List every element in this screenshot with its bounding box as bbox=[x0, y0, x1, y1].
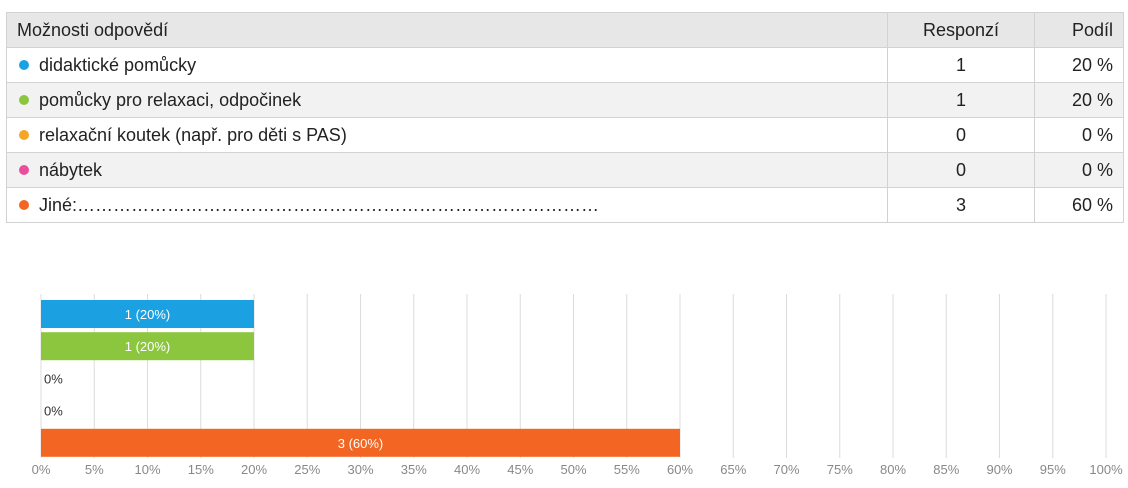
bar-data-label: 0% bbox=[44, 371, 63, 386]
x-tick-label: 30% bbox=[347, 462, 373, 477]
share-cell: 60 % bbox=[1033, 187, 1125, 223]
responses-table: Možnosti odpovědí Responzí Podíl didakti… bbox=[5, 12, 1125, 223]
x-tick-label: 50% bbox=[560, 462, 586, 477]
responses-cell: 1 bbox=[887, 82, 1035, 118]
series-dot-icon bbox=[19, 60, 29, 71]
series-dot-icon bbox=[19, 165, 29, 176]
x-tick-label: 35% bbox=[401, 462, 427, 477]
option-cell: relaxační koutek (např. pro děti s PAS) bbox=[5, 117, 889, 153]
option-cell: didaktické pomůcky bbox=[5, 47, 889, 83]
x-tick-label: 90% bbox=[986, 462, 1012, 477]
table-row: pomůcky pro relaxaci, odpočinek 1 20 % bbox=[5, 82, 1125, 118]
share-cell: 20 % bbox=[1033, 82, 1125, 118]
x-tick-label: 5% bbox=[85, 462, 104, 477]
series-dot-icon bbox=[19, 95, 29, 106]
x-tick-label: 10% bbox=[134, 462, 160, 477]
option-label: relaxační koutek (např. pro děti s PAS) bbox=[39, 124, 347, 145]
option-label: nábytek bbox=[39, 159, 103, 180]
x-tick-label: 20% bbox=[241, 462, 267, 477]
share-cell: 0 % bbox=[1033, 152, 1125, 188]
bar bbox=[41, 332, 254, 361]
option-cell: Jiné:…………………………………………………………………………… bbox=[5, 187, 889, 223]
x-tick-label: 65% bbox=[720, 462, 746, 477]
share-cell: 0 % bbox=[1033, 117, 1125, 153]
series-dot-icon bbox=[19, 130, 29, 141]
option-label: pomůcky pro relaxaci, odpočinek bbox=[39, 89, 302, 110]
x-tick-label: 55% bbox=[614, 462, 640, 477]
responses-cell: 1 bbox=[887, 47, 1035, 83]
option-label: Jiné:…………………………………………………………………………… bbox=[39, 194, 600, 215]
table-row: relaxační koutek (např. pro děti s PAS) … bbox=[5, 117, 1125, 153]
x-tick-label: 40% bbox=[454, 462, 480, 477]
x-tick-label: 0% bbox=[32, 462, 51, 477]
option-cell: pomůcky pro relaxaci, odpočinek bbox=[5, 82, 889, 118]
responses-cell: 3 bbox=[887, 187, 1035, 223]
header-responses: Responzí bbox=[887, 12, 1035, 48]
table-row: didaktické pomůcky 1 20 % bbox=[5, 47, 1125, 83]
x-tick-label: 85% bbox=[933, 462, 959, 477]
bar bbox=[41, 428, 680, 457]
option-label: didaktické pomůcky bbox=[39, 54, 197, 75]
table-row: nábytek 0 0 % bbox=[5, 152, 1125, 188]
table-header-row: Možnosti odpovědí Responzí Podíl bbox=[5, 12, 1125, 48]
series-dot-icon bbox=[19, 200, 29, 211]
responses-cell: 0 bbox=[887, 117, 1035, 153]
bar-data-label: 1 (20%) bbox=[125, 339, 171, 354]
x-tick-label: 45% bbox=[507, 462, 533, 477]
x-tick-label: 15% bbox=[188, 462, 214, 477]
bar-data-label: 0% bbox=[44, 404, 63, 419]
x-tick-label: 75% bbox=[827, 462, 853, 477]
x-tick-label: 95% bbox=[1040, 462, 1066, 477]
bar-data-label: 1 (20%) bbox=[125, 307, 171, 322]
table-row: Jiné:…………………………………………………………………………… 3 60 … bbox=[5, 187, 1125, 223]
header-share: Podíl bbox=[1033, 12, 1125, 48]
responses-cell: 0 bbox=[887, 152, 1035, 188]
x-tick-label: 100% bbox=[1089, 462, 1123, 477]
bar-chart: 1 (20%) 1 (20%) 0% 0% 3 (60%) 0% 5% 10% 15% 20% 25… bbox=[32, 294, 1123, 477]
header-options: Možnosti odpovědí bbox=[5, 12, 889, 48]
x-tick-label: 60% bbox=[667, 462, 693, 477]
bar bbox=[41, 300, 254, 328]
x-tick-label: 25% bbox=[294, 462, 320, 477]
x-tick-label: 70% bbox=[773, 462, 799, 477]
share-cell: 20 % bbox=[1033, 47, 1125, 83]
x-tick-label: 80% bbox=[880, 462, 906, 477]
bar-data-label: 3 (60%) bbox=[338, 436, 384, 451]
option-cell: nábytek bbox=[5, 152, 889, 188]
